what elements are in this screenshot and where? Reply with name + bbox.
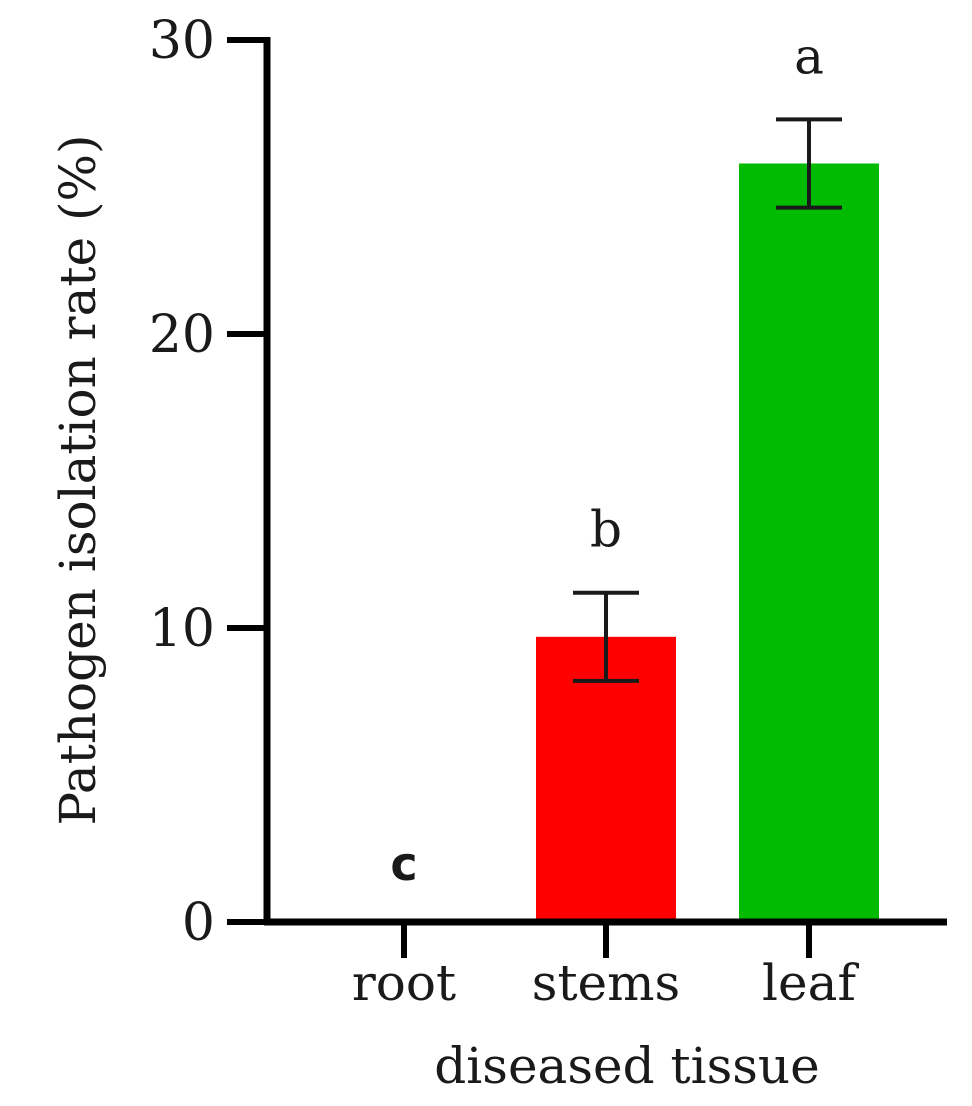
x-tick-label-root: root — [352, 954, 456, 1012]
y-axis-title: Pathogen isolation rate (%) — [49, 135, 107, 826]
category-labels-layer: root stems leaf — [352, 922, 859, 1012]
bar-stems — [536, 636, 676, 922]
bars-layer — [536, 163, 879, 923]
axes-layer — [263, 37, 947, 926]
x-tick-label-leaf: leaf — [762, 954, 859, 1012]
error-bars-layer — [573, 117, 842, 683]
significance-letter-root: c — [390, 837, 417, 891]
bar-leaf — [739, 163, 879, 923]
x-axis-title: diseased tissue — [434, 1037, 819, 1095]
y-tick-label-10: 10 — [149, 599, 215, 659]
y-tick-label-20: 20 — [149, 305, 215, 365]
x-tick-label-stems: stems — [532, 954, 680, 1012]
significance-letter-stems: b — [590, 501, 622, 559]
y-tick-label-30: 30 — [149, 11, 215, 71]
significance-labels-layer: c b a — [390, 27, 824, 891]
significance-letter-leaf: a — [794, 27, 824, 85]
y-tick-label-0: 0 — [182, 893, 215, 953]
y-axis-ticks: 0 10 20 30 — [149, 11, 267, 953]
